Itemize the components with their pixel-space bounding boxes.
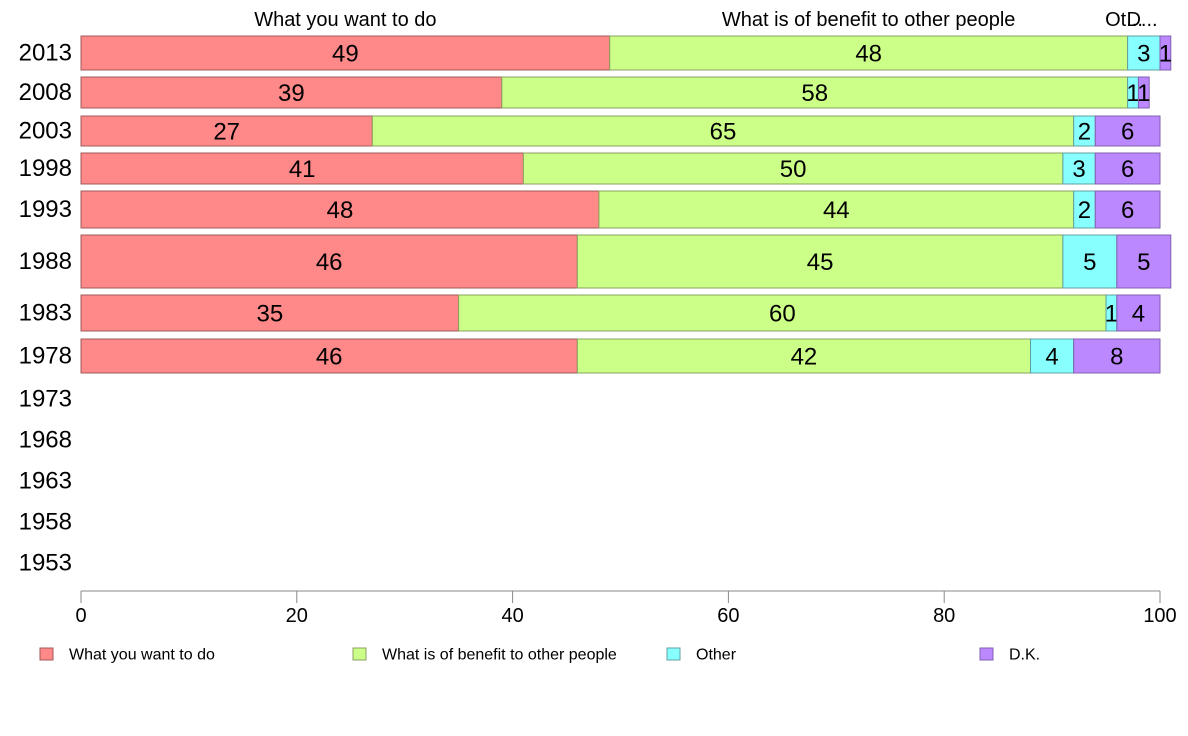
bar-segment-1988-3 <box>1116 234 1172 289</box>
bar-segment-2013-1 <box>609 35 1129 71</box>
data-label-2008-0: 39 <box>278 80 305 107</box>
bar-segment-1988-0 <box>80 234 578 289</box>
bar-segment-1998-1 <box>522 152 1064 185</box>
data-label-2013-1: 48 <box>855 41 882 68</box>
bar-segment-1988-2 <box>1062 234 1118 289</box>
header-benefit-others: What is of benefit to other people <box>722 9 1016 31</box>
year-label-1988: 1988 <box>19 248 72 275</box>
data-label-2008-3: 1 <box>1137 80 1150 107</box>
bar-segment-2008-1 <box>501 76 1129 109</box>
legend-label-3: D.K. <box>1009 647 1040 664</box>
data-label-1993-2: 2 <box>1078 197 1091 224</box>
x-tick-label-80: 80 <box>933 605 955 627</box>
header-other: Ot... <box>1105 9 1143 31</box>
data-label-1998-1: 50 <box>780 156 807 183</box>
legend-swatch-1 <box>352 647 367 661</box>
bar-segment-2008-0 <box>80 76 503 109</box>
bar-segment-1978-0 <box>80 338 578 374</box>
data-label-2003-3: 6 <box>1121 119 1134 146</box>
x-tick-label-100: 100 <box>1143 605 1176 627</box>
header-what-you-want: What you want to do <box>254 9 436 31</box>
data-label-1993-0: 48 <box>327 197 354 224</box>
x-tick-label-40: 40 <box>501 605 523 627</box>
year-label-2008: 2008 <box>19 79 72 106</box>
year-label-1983: 1983 <box>19 300 72 327</box>
legend-label-0: What you want to do <box>69 647 215 664</box>
header-dk: D... <box>1126 9 1157 31</box>
bar-segment-1998-3 <box>1094 152 1161 185</box>
data-label-1978-2: 4 <box>1045 344 1058 371</box>
legend-swatch-3 <box>979 647 994 661</box>
bar-segment-1983-3 <box>1116 294 1161 332</box>
legend-label-2: Other <box>696 647 737 664</box>
data-label-1993-1: 44 <box>823 197 850 224</box>
data-label-1998-2: 3 <box>1072 156 1085 183</box>
bar-segment-2003-3 <box>1094 115 1161 147</box>
data-label-1998-0: 41 <box>289 156 316 183</box>
data-label-2013-2: 3 <box>1137 41 1150 68</box>
x-tick-label-60: 60 <box>717 605 739 627</box>
data-label-2013-3: 1 <box>1159 41 1172 68</box>
data-label-1998-3: 6 <box>1121 156 1134 183</box>
bar-segment-1978-3 <box>1073 338 1161 374</box>
data-label-2013-0: 49 <box>332 41 359 68</box>
bar-segment-1983-0 <box>80 294 460 332</box>
data-label-1993-3: 6 <box>1121 197 1134 224</box>
year-label-1958: 1958 <box>19 509 72 536</box>
legend-swatch-2 <box>666 647 681 661</box>
data-label-1978-3: 8 <box>1110 344 1123 371</box>
year-label-1978: 1978 <box>19 343 72 370</box>
year-label-1993: 1993 <box>19 196 72 223</box>
year-label-1963: 1963 <box>19 468 72 495</box>
data-label-2008-1: 58 <box>801 80 828 107</box>
data-label-2003-1: 65 <box>710 119 737 146</box>
data-label-1983-2: 1 <box>1105 301 1118 328</box>
data-label-1978-0: 46 <box>316 344 343 371</box>
x-tick-label-0: 0 <box>75 605 86 627</box>
year-label-1973: 1973 <box>19 386 72 413</box>
year-label-1953: 1953 <box>19 550 72 577</box>
bar-segment-1993-1 <box>598 190 1075 229</box>
bar-segment-1993-0 <box>80 190 600 229</box>
x-axis: 0 20 40 60 80 100 <box>75 590 1177 627</box>
x-tick-label-20: 20 <box>286 605 308 627</box>
bar-segment-1993-3 <box>1094 190 1161 229</box>
year-label-1968: 1968 <box>19 427 72 454</box>
bar-segment-2013-3 <box>1159 35 1172 71</box>
data-label-1983-1: 60 <box>769 301 796 328</box>
column-headers: What you want to do What is of benefit to… <box>254 9 1157 31</box>
year-label-2003: 2003 <box>19 118 72 145</box>
data-label-1988-1: 45 <box>807 249 834 276</box>
data-label-2003-0: 27 <box>213 119 240 146</box>
legend-swatch-0 <box>39 647 54 661</box>
legend: What you want to do What is of benefit to… <box>39 647 1040 664</box>
data-label-1978-1: 42 <box>791 344 818 371</box>
data-label-2003-2: 2 <box>1078 119 1091 146</box>
bar-segment-2008-3 <box>1137 76 1150 109</box>
bar-segment-1988-1 <box>576 234 1064 289</box>
legend-label-1: What is of benefit to other people <box>382 647 617 664</box>
data-label-1983-3: 4 <box>1132 301 1145 328</box>
data-label-1988-0: 46 <box>316 249 343 276</box>
year-label-2013: 2013 <box>19 40 72 67</box>
year-axis: 2013 2008 2003 1998 1993 1988 1983 1978 1973 1968… <box>19 40 72 577</box>
year-label-1998: 1998 <box>19 155 72 182</box>
data-label-2008-2: 1 <box>1126 80 1139 107</box>
data-label-1988-3: 5 <box>1137 249 1150 276</box>
data-label-1983-0: 35 <box>256 301 283 328</box>
data-label-1988-2: 5 <box>1083 249 1096 276</box>
